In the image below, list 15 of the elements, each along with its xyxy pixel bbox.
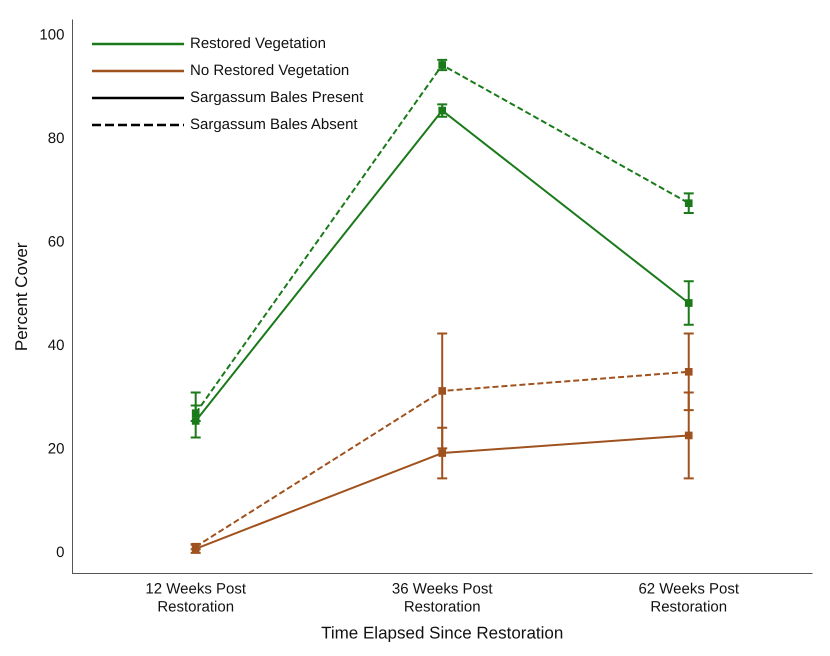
- x-tick-label: 12 Weeks Post Restoration: [145, 580, 247, 616]
- x-tick-label: 36 Weeks Post Restoration: [392, 580, 494, 616]
- y-tick-label: 20: [48, 440, 64, 458]
- y-tick-label: 80: [48, 130, 64, 148]
- x-axis-title: Time Elapsed Since Restoration: [321, 623, 564, 642]
- annotation: Restored Vegetation: [190, 35, 326, 52]
- annotation: No Restored Vegetation: [190, 62, 350, 79]
- y-axis-title: Percent Cover: [12, 242, 31, 352]
- y-tick-label: 100: [39, 26, 64, 44]
- annotation: Sargassum Bales Absent: [190, 116, 358, 133]
- annotation: Sargassum Bales Present: [190, 89, 364, 106]
- y-tick-label: 40: [48, 337, 64, 354]
- x-tick-label: 62 Weeks Post Restoration: [638, 580, 740, 616]
- y-tick-label: 60: [48, 234, 64, 251]
- y-tick-label: 0: [56, 544, 64, 562]
